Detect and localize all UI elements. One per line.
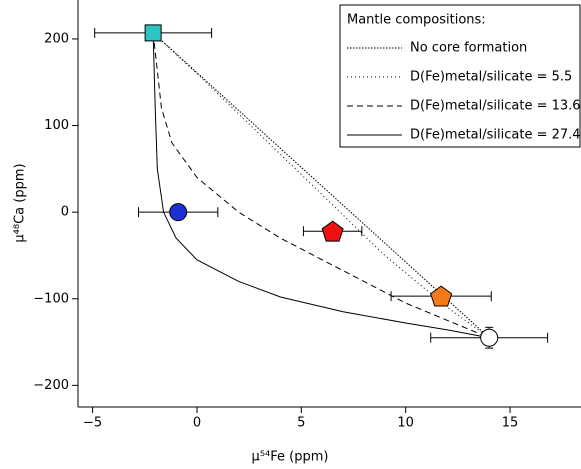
point (321, 220, 344, 242)
x-axis-label: μ⁵⁴Fe (ppm) (252, 450, 329, 465)
y-tick-label: 200 (44, 31, 69, 46)
point (144, 24, 162, 42)
curve (152, 32, 490, 339)
y-tick-label: −200 (33, 378, 69, 393)
legend-label: D(Fe)metal/silicate = 5.5 (410, 70, 572, 85)
legend-box (339, 4, 581, 148)
x-tick-label: 15 (502, 416, 519, 431)
curve (152, 32, 490, 339)
x-tick-label: 5 (297, 416, 305, 431)
y-axis-label: μ⁴⁸Ca (ppm) (13, 163, 28, 242)
legend-label: No core formation (410, 41, 527, 56)
legend-label: D(Fe)metal/silicate = 27.4 (410, 128, 581, 143)
curve (152, 32, 490, 339)
x-tick-label: −5 (83, 416, 102, 431)
point (480, 328, 499, 347)
point (430, 285, 453, 307)
y-tick-label: 100 (44, 118, 69, 133)
x-tick-label: 0 (193, 416, 201, 431)
x-tick-label: 10 (397, 416, 414, 431)
y-tick-label: 0 (61, 205, 69, 220)
legend-label: D(Fe)metal/silicate = 13.66 (410, 99, 581, 114)
point (169, 203, 188, 222)
legend-title: Mantle compositions: (347, 13, 486, 28)
y-tick-label: −100 (33, 291, 69, 306)
